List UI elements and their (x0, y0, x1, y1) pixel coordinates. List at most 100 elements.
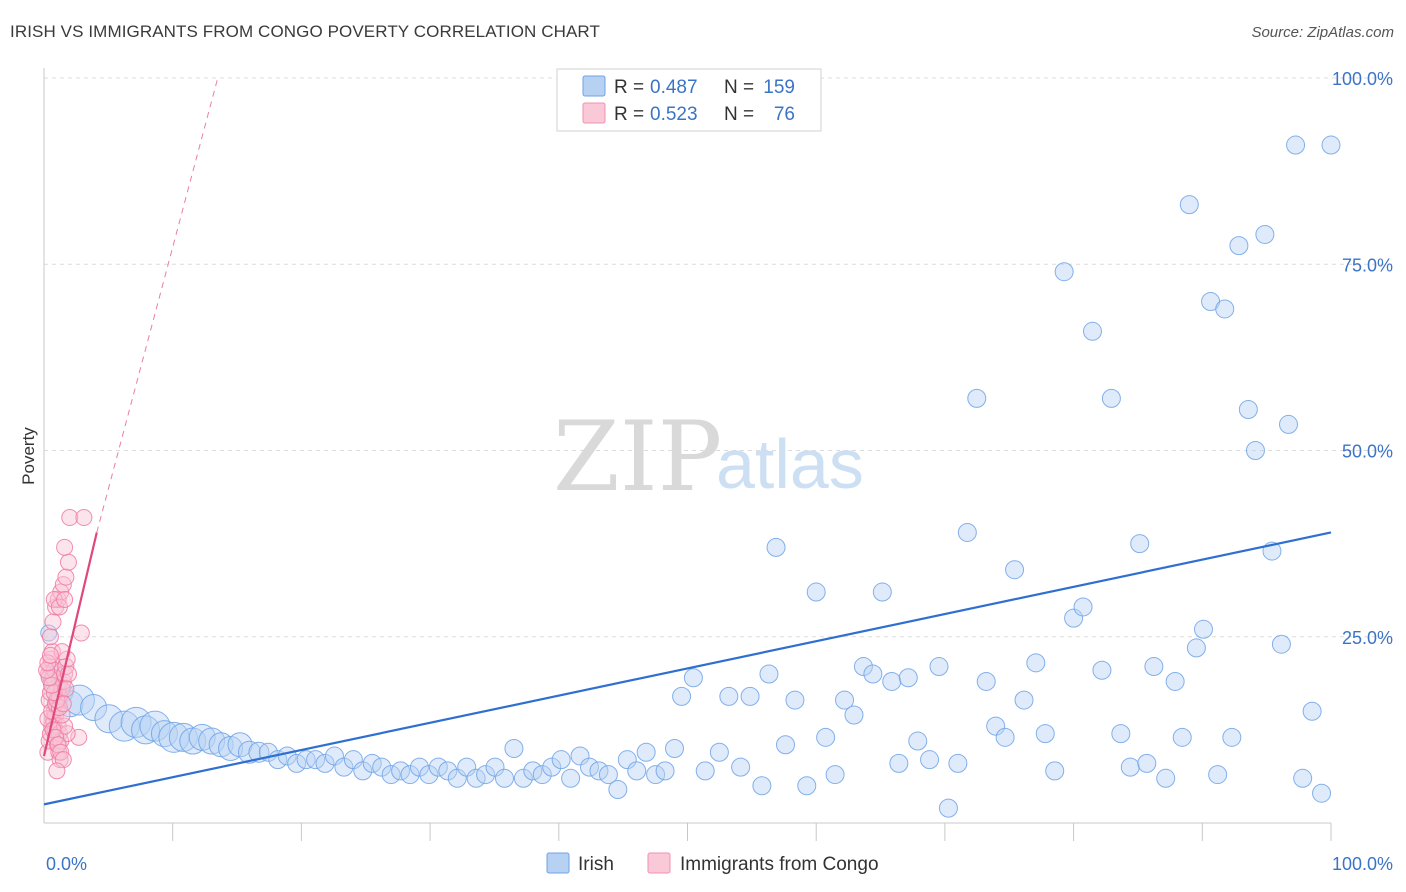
stats-legend-congo-n-value: 76 (774, 104, 795, 125)
irish-point (447, 768, 467, 788)
stats-legend-irish-n-value: 159 (763, 77, 795, 98)
irish-point (1156, 768, 1176, 788)
irish-point (882, 671, 902, 691)
irish-point (598, 765, 618, 785)
irish-point (766, 537, 786, 557)
irish-point (457, 757, 477, 777)
irish-point (419, 765, 439, 785)
congo-point (41, 646, 59, 664)
irish-point (1014, 690, 1034, 710)
irish-point (94, 704, 124, 734)
stats-legend-congo-r-label: R = (614, 104, 644, 125)
legend-irish-label: Irish (578, 854, 614, 875)
trend-lines (42, 77, 1332, 806)
y-tick-label: 50.0% (1342, 442, 1393, 462)
irish-point (570, 746, 590, 766)
irish-point (683, 668, 703, 688)
irish-point (1165, 671, 1185, 691)
irish-point (1186, 638, 1206, 658)
irish-point (1045, 761, 1065, 781)
congo-trend-extension (96, 77, 219, 533)
irish-point (929, 657, 949, 677)
congo-point (75, 509, 93, 527)
irish-point (1054, 262, 1074, 282)
x-tick-label-max: 100.0% (1332, 854, 1393, 874)
irish-point (494, 768, 514, 788)
irish-point (523, 761, 543, 781)
irish-point (1144, 657, 1164, 677)
congo-point (44, 613, 62, 631)
irish-point (617, 750, 637, 770)
irish-point (551, 750, 571, 770)
y-axis-title: Poverty (19, 427, 38, 485)
stats-legend-irish-r-value: 0.487 (650, 77, 698, 98)
irish-point (863, 664, 883, 684)
irish-point (1172, 727, 1192, 747)
series-irish-points (40, 135, 1341, 818)
irish-point (139, 710, 171, 742)
stats-legend-congo-r-value: 0.523 (650, 104, 698, 125)
irish-point (844, 705, 864, 725)
irish-point (1137, 753, 1157, 773)
irish-point (719, 686, 739, 706)
irish-point (627, 761, 647, 781)
irish-point (646, 765, 666, 785)
y-tick-label: 100.0% (1332, 69, 1393, 89)
irish-point (168, 722, 198, 752)
irish-point (938, 798, 958, 818)
irish-point (898, 668, 918, 688)
irish-point (908, 731, 928, 751)
congo-trend-line (42, 532, 98, 757)
irish-point (806, 582, 826, 602)
congo-point (56, 538, 74, 556)
irish-point (589, 761, 609, 781)
irish-point (1073, 597, 1093, 617)
grid (44, 77, 1394, 638)
irish-point (1271, 634, 1291, 654)
legend-congo-swatch (647, 852, 671, 874)
irish-point (1302, 701, 1322, 721)
irish-point (334, 757, 354, 777)
irish-point (976, 671, 996, 691)
irish-point (995, 727, 1015, 747)
irish-point (1278, 414, 1298, 434)
irish-point (1035, 724, 1055, 744)
legend-congo-label: Immigrants from Congo (680, 854, 879, 875)
series-legend: Irish Immigrants from Congo (546, 852, 879, 875)
irish-point (785, 690, 805, 710)
congo-point (57, 568, 75, 586)
irish-point (1179, 195, 1199, 215)
irish-point (579, 757, 599, 777)
source-credit: Source: ZipAtlas.com (1251, 24, 1394, 41)
irish-point (532, 765, 552, 785)
irish-point (362, 753, 382, 773)
irish-point (825, 765, 845, 785)
irish-point (400, 765, 420, 785)
irish-point (1193, 619, 1213, 639)
irish-point (835, 690, 855, 710)
irish-point (120, 706, 152, 738)
irish-point (131, 715, 161, 745)
irish-point (1255, 224, 1275, 244)
y-tick-label: 75.0% (1342, 255, 1393, 275)
congo-point (59, 553, 77, 571)
irish-point (1208, 765, 1228, 785)
irish-point (218, 736, 244, 761)
irish-point (1111, 724, 1131, 744)
series-congo-points (38, 509, 93, 780)
irish-point (466, 768, 486, 788)
irish-point (324, 746, 344, 766)
irish-point (542, 757, 562, 777)
irish-point (513, 768, 533, 788)
irish-point (476, 765, 496, 785)
irish-point (1238, 400, 1258, 420)
irish-point (1293, 768, 1313, 788)
irish-point (80, 694, 108, 722)
irish-point (665, 739, 685, 758)
irish-point (1321, 135, 1341, 155)
irish-point (695, 761, 715, 781)
stats-legend: R = 0.487 N = 159 R = 0.523 N = 76 (556, 68, 822, 132)
irish-point (1082, 321, 1102, 341)
irish-point (1245, 441, 1265, 460)
